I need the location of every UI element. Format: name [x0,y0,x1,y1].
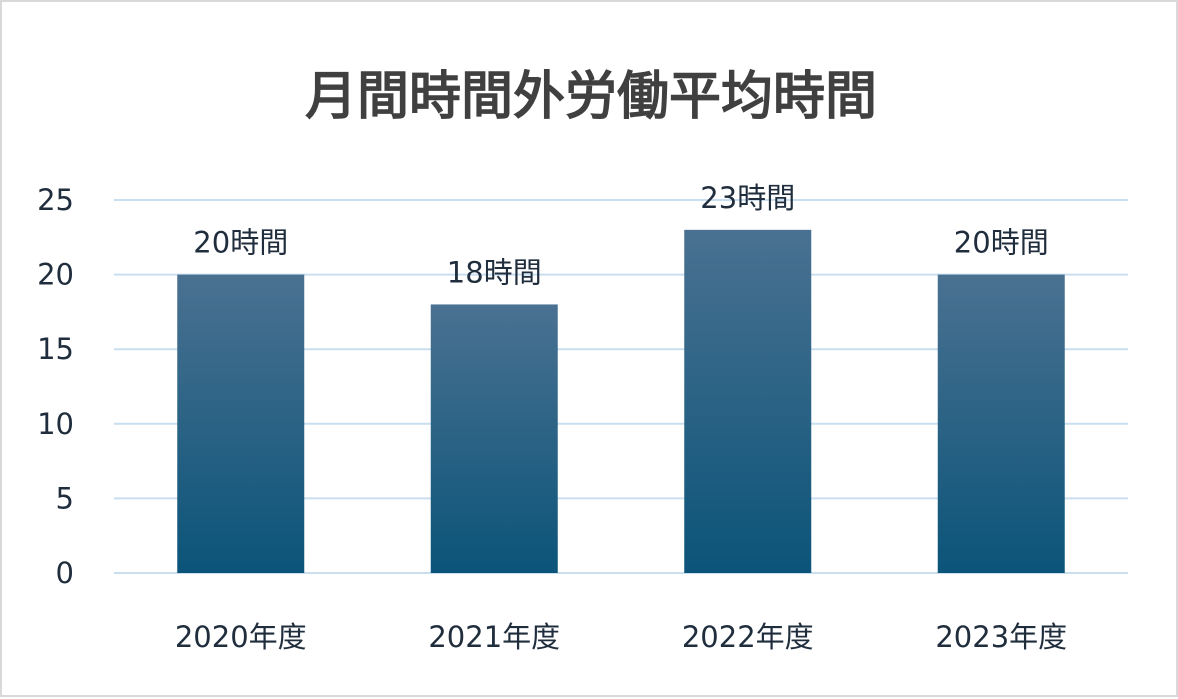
x-tick-label: 2020年度 [175,620,307,654]
chart-title: 月間時間外労働平均時間 [305,67,877,127]
y-tick-label: 15 [37,332,74,366]
y-axis: 0 5 10 15 20 25 [37,183,74,590]
bar [684,229,812,573]
x-axis: 2020年度 2021年度 2022年度 2023年度 [175,620,1067,654]
x-tick-label: 2023年度 [935,620,1067,654]
data-label: 18時間 [447,255,542,289]
data-label: 20時間 [954,226,1049,260]
y-tick-label: 20 [37,258,74,292]
y-tick-label: 10 [37,407,74,441]
bar [177,274,305,573]
x-tick-label: 2021年度 [428,620,560,654]
x-tick-label: 2022年度 [682,620,814,654]
bar [937,274,1065,573]
data-labels: 20時間 18時間 23時間 20時間 [193,181,1048,290]
bars [177,229,1065,573]
bar [430,304,558,573]
y-tick-label: 0 [56,556,74,590]
data-label: 20時間 [193,226,288,260]
y-tick-label: 5 [56,481,74,515]
data-label: 23時間 [700,181,795,215]
y-tick-label: 25 [37,183,74,217]
